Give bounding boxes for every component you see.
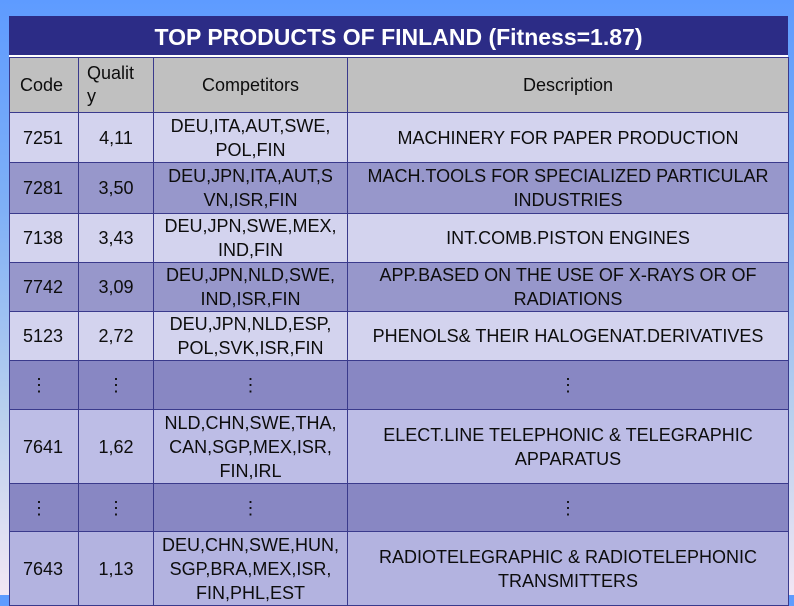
ellipsis-icon: ⋮ [9,360,79,410]
slide-title: TOP PRODUCTS OF FINLAND (Fitness=1.87) [9,16,788,57]
header-code: Code [9,57,79,113]
products-table: Code Qualit y Competitors Description 725… [9,57,789,606]
cell-competitors: DEU,CHN,SWE,HUN, SGP,BRA,MEX,ISR, FIN,PH… [153,531,348,606]
ellipsis-icon: ⋮ [347,483,789,532]
cell-quality: 3,43 [78,213,154,263]
cell-code: 7742 [9,262,79,312]
table-row: 7641 1,62 NLD,CHN,SWE,THA, CAN,SGP,MEX,I… [9,409,789,484]
ellipsis-icon: ⋮ [78,360,154,410]
cell-quality: 4,11 [78,112,154,163]
ellipsis-row: ⋮ ⋮ ⋮ ⋮ [9,360,789,410]
table-row: 7742 3,09 DEU,JPN,NLD,SWE, IND,ISR,FIN A… [9,262,789,312]
ellipsis-icon: ⋮ [153,483,348,532]
cell-competitors: DEU,JPN,NLD,ESP, POL,SVK,ISR,FIN [153,311,348,361]
cell-code: 7138 [9,213,79,263]
header-quality: Qualit y [78,57,154,113]
cell-competitors: NLD,CHN,SWE,THA, CAN,SGP,MEX,ISR, FIN,IR… [153,409,348,484]
cell-code: 7641 [9,409,79,484]
cell-quality: 3,09 [78,262,154,312]
cell-competitors: DEU,JPN,SWE,MEX, IND,FIN [153,213,348,263]
cell-competitors: DEU,ITA,AUT,SWE, POL,FIN [153,112,348,163]
cell-description: PHENOLS& THEIR HALOGENAT.DERIVATIVES [347,311,789,361]
cell-quality: 2,72 [78,311,154,361]
ellipsis-icon: ⋮ [9,483,79,532]
table-row: 7281 3,50 DEU,JPN,ITA,AUT,S VN,ISR,FIN M… [9,162,789,214]
header-description: Description [347,57,789,113]
cell-code: 7281 [9,162,79,214]
cell-competitors: DEU,JPN,ITA,AUT,S VN,ISR,FIN [153,162,348,214]
table-row: 7643 1,13 DEU,CHN,SWE,HUN, SGP,BRA,MEX,I… [9,531,789,606]
table-row: 7138 3,43 DEU,JPN,SWE,MEX, IND,FIN INT.C… [9,213,789,263]
slide: TOP PRODUCTS OF FINLAND (Fitness=1.87) C… [9,16,789,606]
cell-description: MACHINERY FOR PAPER PRODUCTION [347,112,789,163]
cell-code: 7251 [9,112,79,163]
table-row: 5123 2,72 DEU,JPN,NLD,ESP, POL,SVK,ISR,F… [9,311,789,361]
cell-description: ELECT.LINE TELEPHONIC & TELEGRAPHIC APPA… [347,409,789,484]
cell-description: MACH.TOOLS FOR SPECIALIZED PARTICULAR IN… [347,162,789,214]
ellipsis-icon: ⋮ [78,483,154,532]
ellipsis-row: ⋮ ⋮ ⋮ ⋮ [9,483,789,532]
cell-quality: 1,13 [78,531,154,606]
cell-quality: 3,50 [78,162,154,214]
header-competitors: Competitors [153,57,348,113]
cell-code: 7643 [9,531,79,606]
table-row: 7251 4,11 DEU,ITA,AUT,SWE, POL,FIN MACHI… [9,112,789,163]
cell-description: INT.COMB.PISTON ENGINES [347,213,789,263]
cell-description: APP.BASED ON THE USE OF X-RAYS OR OF RAD… [347,262,789,312]
ellipsis-icon: ⋮ [153,360,348,410]
cell-description: RADIOTELEGRAPHIC & RADIOTELEPHONIC TRANS… [347,531,789,606]
cell-code: 5123 [9,311,79,361]
ellipsis-icon: ⋮ [347,360,789,410]
cell-competitors: DEU,JPN,NLD,SWE, IND,ISR,FIN [153,262,348,312]
cell-quality: 1,62 [78,409,154,484]
table-header-row: Code Qualit y Competitors Description [9,57,789,113]
